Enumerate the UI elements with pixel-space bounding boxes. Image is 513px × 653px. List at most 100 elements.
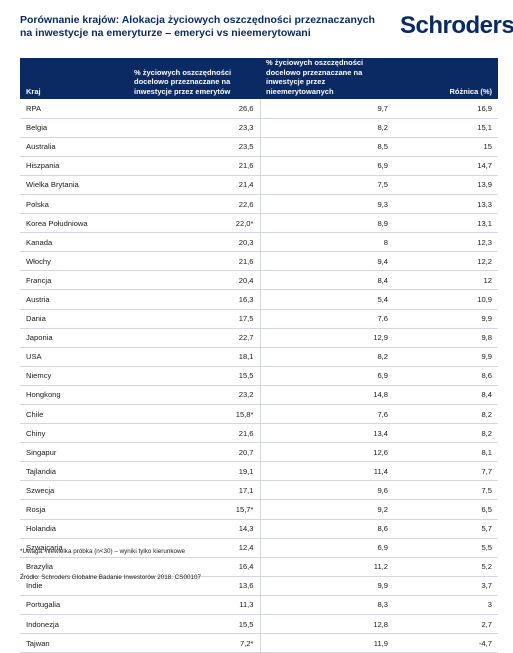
cell-retired: 22,0*	[235, 218, 254, 228]
table-row: Chile 15,8* 7,6 8,2	[20, 404, 498, 424]
table-row: Indie 13,6 9,9 3,7	[20, 576, 498, 596]
cell-difference: 12	[483, 275, 492, 285]
cell-non-retired: 8,6	[259, 519, 394, 539]
cell-difference: 5,5	[481, 543, 492, 553]
cell-country: Indie	[26, 581, 43, 591]
cell-difference: 12,2	[477, 256, 492, 266]
cell-difference: 6,5	[481, 505, 492, 515]
table-row: Australia 23,5 8,5 15	[20, 137, 498, 157]
cell-non-retired: 11,2	[259, 557, 394, 577]
cell-non-retired: 9,9	[259, 576, 394, 596]
cell-retired: 23,3	[238, 123, 254, 133]
cell-difference: 12,3	[477, 237, 492, 247]
cell-country: Hiszpania	[26, 161, 60, 171]
header-difference: Różnica (%)	[449, 86, 492, 96]
cell-country: Francja	[26, 275, 52, 285]
cell-difference: -4,7	[478, 638, 492, 648]
cell-retired: 21,6	[238, 161, 254, 171]
cell-country: Wielka Brytania	[26, 180, 79, 190]
cell-retired: 21,6	[238, 256, 254, 266]
cell-non-retired: 8,5	[259, 137, 394, 157]
table-row: Tajwan 7,2* 11,9 -4,7	[20, 633, 498, 653]
cell-non-retired: 8,9	[259, 213, 394, 233]
cell-non-retired: 9,3	[259, 194, 394, 214]
table-row: Portugalia 11,3 8,3 3	[20, 595, 498, 615]
cell-country: Włochy	[26, 256, 51, 266]
cell-retired: 20,3	[238, 237, 254, 247]
cell-non-retired: 9,4	[259, 251, 394, 271]
cell-non-retired: 9,7	[259, 99, 394, 119]
table-row: Singapur 20,7 12,6 8,1	[20, 442, 498, 462]
cell-non-retired: 8,3	[259, 595, 394, 615]
table-row: Niemcy 15,5 6,9 8,6	[20, 366, 498, 386]
cell-retired: 22,6	[238, 199, 254, 209]
table-row: Szwajcaria 12,4 6,9 5,5	[20, 538, 498, 558]
cell-difference: 16,9	[477, 103, 492, 113]
cell-non-retired: 7,5	[259, 175, 394, 195]
cell-country: Japonia	[26, 333, 53, 343]
cell-non-retired: 6,9	[259, 366, 394, 386]
table-row: Indonezja 15,5 12,8 2,7	[20, 614, 498, 634]
cell-country: USA	[26, 352, 42, 362]
cell-non-retired: 12,8	[259, 614, 394, 634]
table-row: USA 18,1 8,2 9,9	[20, 347, 498, 367]
cell-retired: 19,1	[238, 466, 254, 476]
cell-country: RPA	[26, 103, 42, 113]
cell-non-retired: 5,4	[259, 289, 394, 310]
cell-non-retired: 8,2	[259, 347, 394, 367]
cell-country: Singapur	[26, 447, 57, 457]
cell-retired: 16,3	[238, 294, 254, 304]
cell-difference: 14,7	[477, 161, 492, 171]
cell-difference: 13,3	[477, 199, 492, 209]
cell-difference: 9,9	[481, 352, 492, 362]
table-body: RPA 26,6 9,7 16,9 Belgia 23,3 8,2 15,1 Australia…	[20, 99, 498, 653]
cell-retired: 12,4	[238, 543, 254, 553]
cell-difference: 15	[483, 142, 492, 152]
cell-difference: 10,9	[477, 294, 492, 304]
cell-country: Polska	[26, 199, 49, 209]
cell-retired: 13,6	[238, 581, 254, 591]
cell-non-retired: 6,9	[259, 538, 394, 558]
cell-country: Brazylia	[26, 562, 54, 572]
cell-retired: 21,4	[238, 180, 254, 190]
cell-retired: 15,8*	[235, 409, 254, 419]
cell-retired: 15,7*	[235, 505, 254, 515]
cell-difference: 13,1	[477, 218, 492, 228]
cell-difference: 13,9	[477, 180, 492, 190]
cell-retired: 20,7	[238, 447, 254, 457]
cell-country: Portugalia	[26, 600, 61, 610]
cell-difference: 7,5	[481, 485, 492, 495]
cell-country: Rosja	[26, 505, 46, 515]
cell-difference: 8,1	[481, 447, 492, 457]
cell-non-retired: 7,6	[259, 404, 394, 424]
cell-difference: 3,7	[481, 581, 492, 591]
cell-non-retired: 9,6	[259, 480, 394, 500]
cell-country: Belgia	[26, 123, 48, 133]
cell-country: Szwecja	[26, 485, 55, 495]
cell-difference: 2,7	[481, 619, 492, 629]
cell-non-retired: 14,8	[259, 385, 394, 405]
table-row: Japonia 22,7 12,9 9,8	[20, 328, 498, 348]
table-row: Austria 16,3 5,4 10,9	[20, 289, 498, 310]
table-row: Brazylia 16,4 11,2 5,2	[20, 557, 498, 577]
cell-retired: 14,3	[238, 524, 254, 534]
table-row: RPA 26,6 9,7 16,9	[20, 99, 498, 119]
cell-retired: 16,4	[238, 562, 254, 572]
cell-non-retired: 8	[259, 232, 394, 252]
header-country: Kraj	[26, 86, 41, 96]
table-row: Tajlandia 19,1 11,4 7,7	[20, 461, 498, 481]
table-row: Dania 17,5 7,6 9,9	[20, 309, 498, 329]
cell-non-retired: 11,9	[259, 633, 394, 653]
cell-country: Holandia	[26, 524, 56, 534]
cell-retired: 11,3	[239, 600, 254, 610]
cell-country: Chiny	[26, 428, 46, 438]
table-row: Włochy 21,6 9,4 12,2	[20, 251, 498, 271]
header-non-retired: % życiowych oszczędności docelowo przezn…	[266, 58, 364, 96]
cell-retired: 23,2	[238, 390, 254, 400]
header-retired: % życiowych oszczędności docelowo przezn…	[134, 67, 232, 96]
cell-country: Indonezja	[26, 619, 59, 629]
cell-non-retired: 8,2	[259, 118, 394, 138]
cell-country: Chile	[26, 409, 44, 419]
table-header-row: Kraj % życiowych oszczędności docelowo p…	[20, 58, 498, 99]
cell-non-retired: 6,9	[259, 156, 394, 176]
